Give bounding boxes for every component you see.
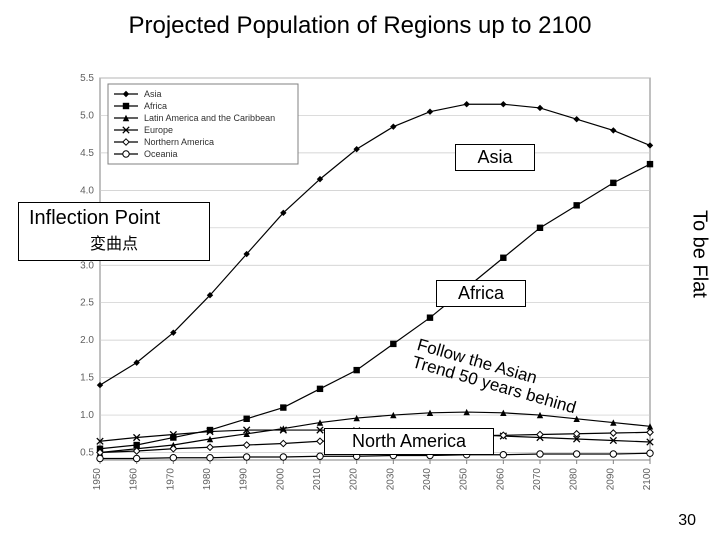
- svg-text:3.0: 3.0: [80, 260, 94, 271]
- population-chart: 0.51.01.52.02.53.03.54.04.55.05.51950196…: [60, 70, 660, 490]
- svg-text:1980: 1980: [202, 468, 213, 490]
- svg-text:4.5: 4.5: [80, 148, 94, 159]
- slide-title: Projected Population of Regions up to 21…: [0, 12, 720, 40]
- slide: Projected Population of Regions up to 21…: [0, 0, 720, 540]
- svg-text:5.0: 5.0: [80, 110, 94, 121]
- inflection-subtitle: 変曲点: [29, 230, 199, 254]
- svg-text:1.0: 1.0: [80, 410, 94, 421]
- svg-text:Oceania: Oceania: [144, 149, 178, 159]
- svg-text:Asia: Asia: [144, 89, 162, 99]
- vertical-note: To be Flat: [686, 210, 712, 350]
- chart-container: 0.51.01.52.02.53.03.54.04.55.05.51950196…: [60, 70, 660, 490]
- svg-text:1950: 1950: [92, 468, 103, 490]
- svg-text:1970: 1970: [165, 468, 176, 490]
- svg-text:2010: 2010: [312, 468, 323, 490]
- svg-text:2080: 2080: [569, 468, 580, 490]
- svg-text:1990: 1990: [239, 468, 250, 490]
- callout-north-america: North America: [324, 428, 494, 455]
- svg-text:0.5: 0.5: [80, 448, 94, 459]
- svg-text:1.5: 1.5: [80, 373, 94, 384]
- svg-text:Latin America and the Caribbea: Latin America and the Caribbean: [144, 113, 275, 123]
- svg-text:2060: 2060: [495, 468, 506, 490]
- svg-text:2.0: 2.0: [80, 335, 94, 346]
- svg-text:1960: 1960: [129, 468, 140, 490]
- svg-text:2050: 2050: [459, 468, 470, 490]
- svg-text:2000: 2000: [275, 468, 286, 490]
- svg-text:4.0: 4.0: [80, 185, 94, 196]
- svg-text:Europe: Europe: [144, 125, 173, 135]
- svg-text:Africa: Africa: [144, 101, 167, 111]
- svg-text:2090: 2090: [605, 468, 616, 490]
- inflection-title: Inflection Point: [29, 207, 199, 230]
- page-number: 30: [678, 512, 696, 530]
- callout-africa: Africa: [436, 280, 526, 307]
- svg-text:2.5: 2.5: [80, 298, 94, 309]
- svg-text:2030: 2030: [385, 468, 396, 490]
- svg-text:2070: 2070: [532, 468, 543, 490]
- svg-text:2020: 2020: [349, 468, 360, 490]
- svg-text:2040: 2040: [422, 468, 433, 490]
- svg-text:Northern America: Northern America: [144, 137, 214, 147]
- callout-asia: Asia: [455, 144, 535, 171]
- svg-text:5.5: 5.5: [80, 73, 94, 84]
- inflection-box: Inflection Point 変曲点: [18, 202, 210, 261]
- svg-text:2100: 2100: [642, 468, 653, 490]
